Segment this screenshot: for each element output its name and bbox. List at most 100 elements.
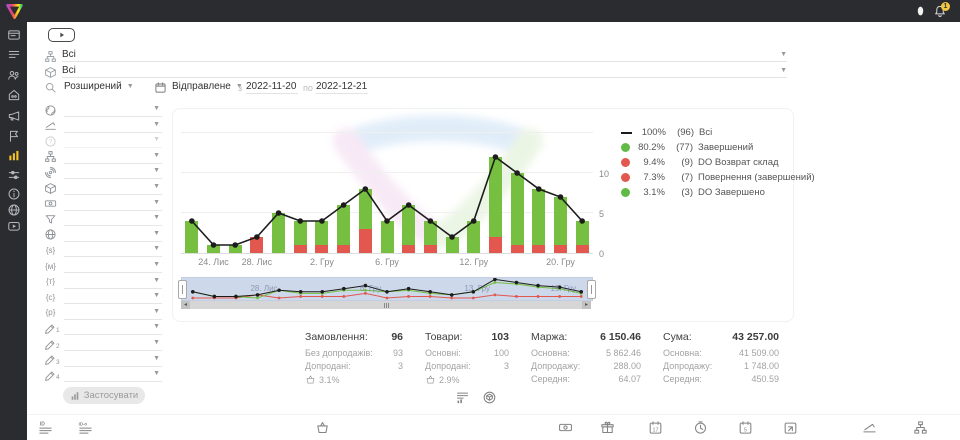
assistant-icon[interactable] — [914, 4, 927, 18]
bar-segment-green[interactable] — [337, 205, 351, 245]
filter-select-input[interactable]: ▼ — [64, 243, 162, 258]
play-walkthrough-button[interactable] — [48, 28, 75, 42]
bar-segment-green[interactable] — [358, 189, 372, 229]
filter-select-input[interactable]: ▼ — [64, 228, 162, 242]
scroll-left-arrow-icon[interactable]: ◂ — [181, 301, 190, 309]
app-logo[interactable] — [5, 3, 24, 20]
sidebar-item-megaphone[interactable] — [4, 108, 23, 124]
bar-segment-red[interactable] — [423, 245, 437, 253]
sidebar-item-info[interactable] — [4, 186, 23, 202]
clock-icon[interactable] — [693, 420, 708, 435]
bar-segment-green[interactable] — [467, 221, 481, 253]
legend-item[interactable]: 80.2% (77) Завершений — [621, 140, 789, 155]
calendar-arrow-icon[interactable] — [783, 420, 798, 435]
bar-segment-red[interactable] — [315, 245, 329, 253]
bar-segment-green[interactable] — [185, 221, 199, 253]
bar-segment-green[interactable] — [272, 213, 286, 253]
calendar-5-icon[interactable]: 5 — [738, 420, 753, 435]
scrollbar-grip[interactable] — [383, 302, 389, 308]
filter-select-input[interactable]: ▼ — [64, 119, 162, 133]
filter-select-input[interactable]: ▼ — [64, 321, 162, 336]
bar-segment-red[interactable] — [250, 237, 264, 253]
id-list-icon[interactable]: ID — [38, 420, 53, 435]
bar-segment-red[interactable] — [510, 245, 524, 253]
calendar-17-icon[interactable]: 17 — [648, 420, 663, 435]
date-to-input[interactable]: 2022-12-21 — [316, 80, 368, 94]
bar-chart-plot[interactable] — [181, 109, 593, 254]
sidebar-item-list[interactable] — [4, 47, 23, 63]
bar-segment-green[interactable] — [380, 221, 394, 253]
filter-select-input[interactable]: ▼ — [64, 368, 162, 383]
bar-segment-green[interactable] — [532, 189, 546, 245]
basket-icon[interactable] — [315, 420, 330, 435]
apply-filters-button[interactable]: Застосувати — [63, 387, 145, 404]
filter-select-input[interactable]: ▼ — [64, 337, 162, 351]
filter-select-input[interactable]: ▼ — [64, 275, 162, 289]
filter-select-input[interactable]: ▼ — [64, 212, 162, 227]
bar-segment-green[interactable] — [315, 221, 329, 245]
product-group-select[interactable]: Всі ▼ — [62, 64, 787, 78]
bar-segment-green[interactable] — [553, 197, 567, 245]
sidebar-item-sliders[interactable] — [4, 167, 23, 183]
minimap-left-handle[interactable] — [178, 280, 187, 299]
id-dash-icon[interactable]: ID-o — [78, 420, 93, 435]
bar-segment-red[interactable] — [553, 245, 567, 253]
bar-segment-green[interactable] — [402, 205, 416, 245]
stat-sub-row: Основні: 100 — [425, 347, 509, 360]
sitemap-icon — [44, 150, 57, 163]
ruler-icon[interactable] — [862, 420, 877, 435]
filter-select-input[interactable]: ▼ — [64, 134, 162, 149]
gift-icon[interactable] — [600, 420, 615, 435]
bar-segment-red[interactable] — [532, 245, 546, 253]
money-icon[interactable] — [558, 420, 573, 435]
bar-segment-green[interactable] — [510, 173, 524, 245]
bar-segment-red[interactable] — [293, 245, 307, 253]
bar-segment-green[interactable] — [207, 245, 221, 253]
bar-segment-red[interactable] — [337, 245, 351, 253]
sidebar-item-home-group[interactable] — [4, 87, 23, 103]
filter-select-input[interactable]: ▼ — [64, 259, 162, 273]
filter-select-input[interactable]: ▼ — [64, 197, 162, 211]
sitemap-icon[interactable] — [913, 420, 928, 435]
sidebar-item-users[interactable] — [4, 67, 23, 83]
bar-segment-green[interactable] — [293, 221, 307, 245]
filter-select-input[interactable]: ▼ — [64, 150, 162, 164]
bar-segment-green[interactable] — [575, 221, 589, 245]
product-view-toggle-icon[interactable] — [482, 390, 497, 405]
legend-item[interactable]: 100% (96) Всі — [621, 125, 789, 140]
legend-item[interactable]: 9.4% (9) DO Возврат склад — [621, 155, 789, 170]
filter-select-input[interactable]: ▼ — [64, 181, 162, 195]
date-from-input[interactable]: 2022-11-20 — [246, 80, 298, 94]
sidebar-item-globe[interactable] — [4, 202, 23, 218]
chevron-down-icon: ▼ — [153, 307, 160, 315]
bar-segment-green[interactable] — [445, 237, 459, 253]
range-minimap[interactable]: 28. Лис 6. Гру 13. Гру 19. Гру — [178, 277, 596, 301]
status-group-select[interactable]: Всі ▼ — [62, 48, 787, 62]
bar-segment-green[interactable] — [228, 245, 242, 253]
legend-item[interactable]: 7.3% (7) Повернення (завершений) — [621, 170, 815, 185]
date-type-select[interactable]: Відправлене ▼ — [172, 80, 243, 93]
bar-segment-red[interactable] — [488, 237, 502, 253]
bar-segment-red[interactable] — [358, 229, 372, 253]
filter-select-input[interactable]: ▼ — [64, 306, 162, 320]
sidebar-item-flag[interactable] — [4, 128, 23, 144]
sidebar-item-video[interactable] — [4, 218, 23, 234]
minimap-right-handle[interactable] — [587, 280, 596, 299]
filter-select-input[interactable]: ▼ — [64, 353, 162, 367]
filter-select-input[interactable]: ▼ — [64, 290, 162, 305]
bar-segment-red[interactable] — [402, 245, 416, 253]
status-list-toggle-icon[interactable] — [455, 390, 470, 405]
search-mode-select[interactable]: Розширений ▼ — [64, 80, 142, 93]
filter-select-input[interactable]: ▼ — [64, 165, 162, 180]
sidebar-item-panel[interactable] — [4, 27, 23, 43]
bar-segment-green[interactable] — [488, 157, 502, 237]
filter-select-input[interactable]: ▼ — [64, 103, 162, 117]
bar-segment-red[interactable] — [575, 245, 589, 253]
legend-item[interactable]: 3.1% (3) DO Завершено — [621, 185, 789, 200]
chevron-down-icon: ▼ — [153, 229, 160, 237]
bar-segment-green[interactable] — [423, 221, 437, 245]
chevron-down-icon: ▼ — [153, 105, 160, 112]
scroll-right-arrow-icon[interactable]: ▸ — [582, 301, 591, 309]
minimap-scrollbar[interactable]: ◂ ▸ — [181, 301, 591, 309]
sidebar-item-chart[interactable] — [4, 147, 23, 163]
